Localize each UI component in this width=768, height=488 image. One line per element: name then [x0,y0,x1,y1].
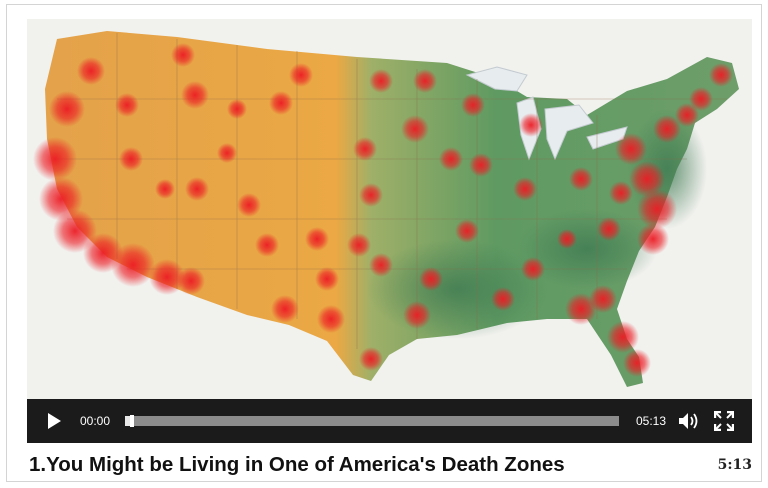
volume-icon [679,413,698,429]
duration-time: 05:13 [635,414,667,428]
great-lakes [465,66,628,161]
play-icon [48,413,61,429]
current-time: 00:00 [79,414,111,428]
video-card: 00:00 05:13 1.You Might be Livin [6,4,762,482]
video-control-bar: 00:00 05:13 [27,399,752,443]
video-player[interactable]: 00:00 05:13 [27,19,752,443]
video-title[interactable]: 1.You Might be Living in One of America'… [29,453,565,476]
progress-knob[interactable] [129,415,134,427]
progress-bar[interactable] [125,415,619,427]
hotspots [33,43,733,377]
video-duration: 5:13 [717,457,752,473]
play-button[interactable] [41,399,67,443]
us-hotspot-map [27,19,752,399]
fullscreen-icon [714,411,734,431]
fullscreen-button[interactable] [711,399,737,443]
progress-fill [125,416,130,426]
volume-button[interactable] [677,399,701,443]
